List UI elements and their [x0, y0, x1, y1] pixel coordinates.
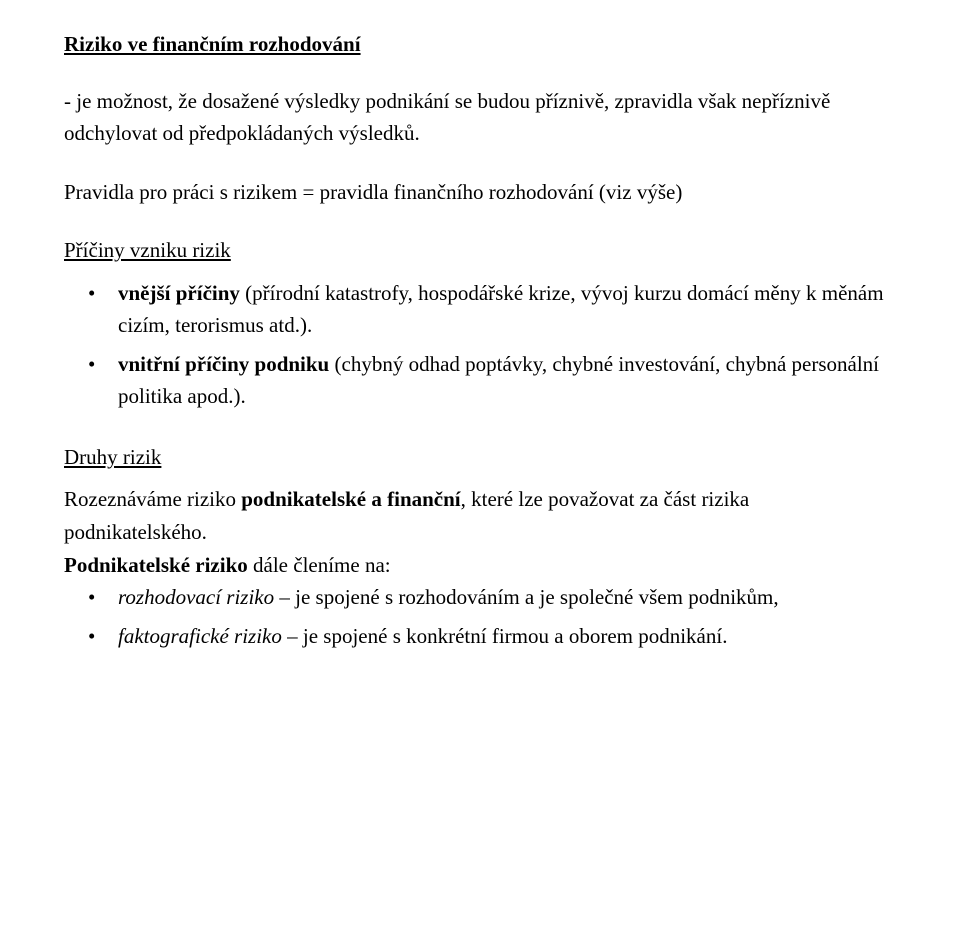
subtype-rest: – je spojené s rozhodováním a je společn…: [274, 585, 778, 609]
list-item: faktografické riziko – je spojené s konk…: [64, 620, 896, 653]
text-run-bold: Podnikatelské riziko: [64, 553, 248, 577]
causes-heading: Příčiny vzniku rizik: [64, 234, 896, 267]
rules-paragraph: Pravidla pro práci s rizikem = pravidla …: [64, 176, 896, 209]
types-heading: Druhy rizik: [64, 441, 896, 474]
text-run: dále členíme na:: [248, 553, 391, 577]
cause-lead: vnitřní příčiny podniku: [118, 352, 335, 376]
types-paragraph: Rozeznáváme riziko podnikatelské a finan…: [64, 483, 896, 548]
list-item: vnitřní příčiny podniku (chybný odhad po…: [64, 348, 896, 413]
subtype-name: faktografické riziko: [118, 624, 282, 648]
sub-paragraph: Podnikatelské riziko dále členíme na:: [64, 549, 896, 582]
page-title: Riziko ve finančním rozhodování: [64, 28, 896, 61]
cause-lead: vnější příčiny: [118, 281, 240, 305]
list-item: vnější příčiny (přírodní katastrofy, hos…: [64, 277, 896, 342]
document-page: Riziko ve finančním rozhodování - je mož…: [0, 0, 960, 718]
subtype-name: rozhodovací riziko: [118, 585, 274, 609]
subtype-rest: – je spojené s konkrétní firmou a oborem…: [282, 624, 728, 648]
lead-paragraph: - je možnost, že dosažené výsledky podni…: [64, 85, 896, 150]
list-item: rozhodovací riziko – je spojené s rozhod…: [64, 581, 896, 614]
text-run-bold: podnikatelské a finanční: [241, 487, 460, 511]
subtypes-list: rozhodovací riziko – je spojené s rozhod…: [64, 581, 896, 652]
causes-list: vnější příčiny (přírodní katastrofy, hos…: [64, 277, 896, 413]
text-run: Rozeznáváme riziko: [64, 487, 241, 511]
